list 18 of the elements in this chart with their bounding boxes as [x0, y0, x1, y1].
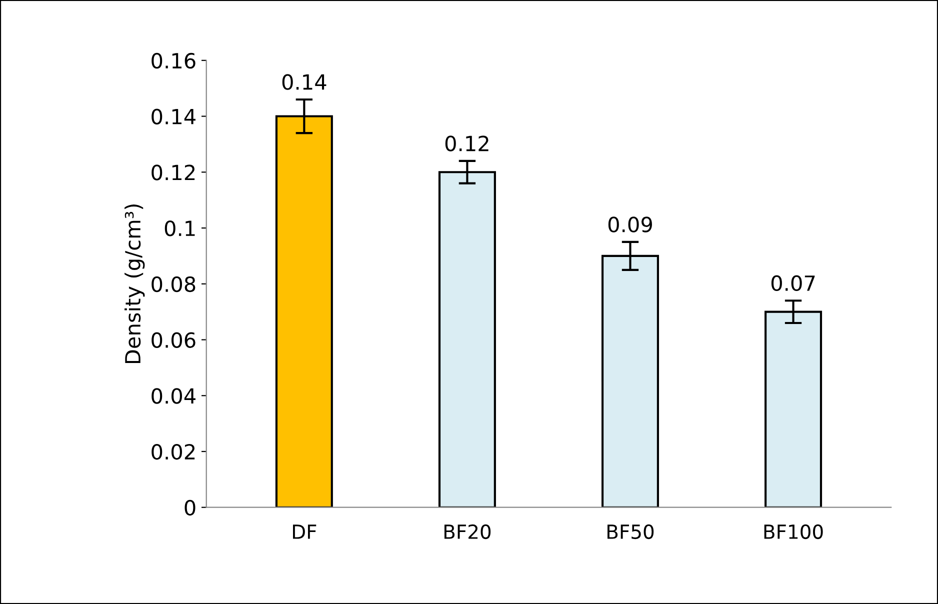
y-tick-label: 0.08	[152, 276, 196, 292]
y-tick-label: 0.04	[152, 388, 196, 404]
x-tick-label: BF50	[608, 524, 654, 540]
y-tick-label: 0.14	[152, 108, 196, 124]
y-tick-label: 0.12	[152, 164, 195, 180]
x-tick-label: BF100	[764, 524, 823, 540]
data-label: 0.12	[445, 136, 488, 152]
x-tick-label: BF20	[444, 524, 491, 540]
y-axis-title: Density (g/cm³)	[124, 204, 145, 364]
y-tick-label: 0	[184, 500, 196, 516]
data-label: 0.07	[771, 275, 815, 292]
y-tick-label: 0.02	[152, 444, 195, 460]
data-label: 0.09	[608, 216, 652, 232]
data-label: 0.14	[282, 74, 326, 90]
y-tick-label: 0.1	[164, 220, 195, 236]
y-tick-label: 0.16	[152, 52, 196, 69]
x-tick-label: DF	[293, 524, 316, 539]
y-tick-label: 0.06	[152, 332, 196, 348]
